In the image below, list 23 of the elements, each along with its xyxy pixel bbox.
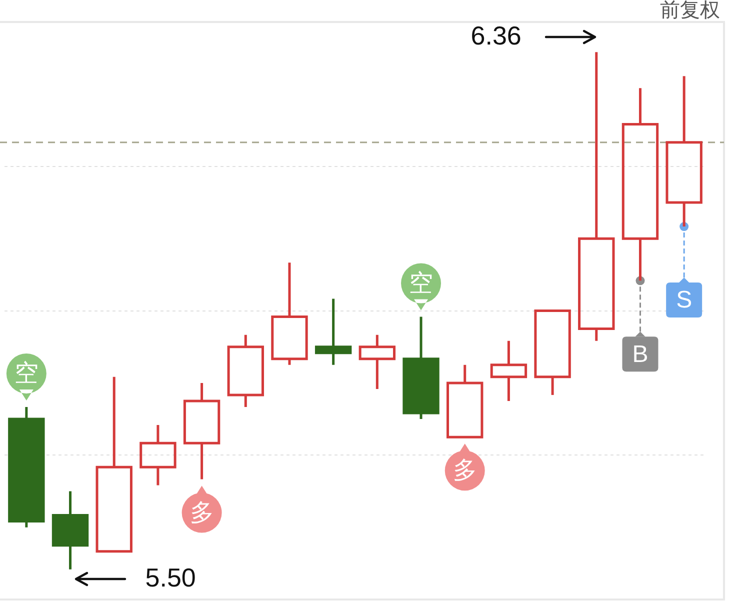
candlestick: [402, 316, 440, 420]
candlestick: [8, 406, 45, 529]
annotation: 5.50: [145, 562, 196, 593]
data-label: S: [676, 286, 692, 314]
candlestick: [446, 364, 484, 438]
candlestick: [314, 297, 352, 366]
annotation: 6.36: [470, 20, 522, 50]
data-label: 多: [190, 499, 214, 526]
candlestick: [227, 334, 264, 408]
candlestick: [271, 261, 308, 366]
candlestick: [534, 310, 571, 396]
data-label: 多: [452, 457, 477, 484]
candlestick: [358, 334, 396, 390]
data-label: B: [632, 340, 648, 368]
candlestick: [96, 376, 132, 553]
candlestick: [52, 490, 89, 571]
candlestick: [490, 340, 528, 402]
candlestick: [183, 382, 220, 480]
data-label: 空: [14, 360, 38, 388]
candlestick: [578, 50, 615, 342]
candlestick: [140, 424, 176, 486]
data-label: 空: [409, 270, 434, 297]
text: 前复权: [660, 0, 720, 22]
